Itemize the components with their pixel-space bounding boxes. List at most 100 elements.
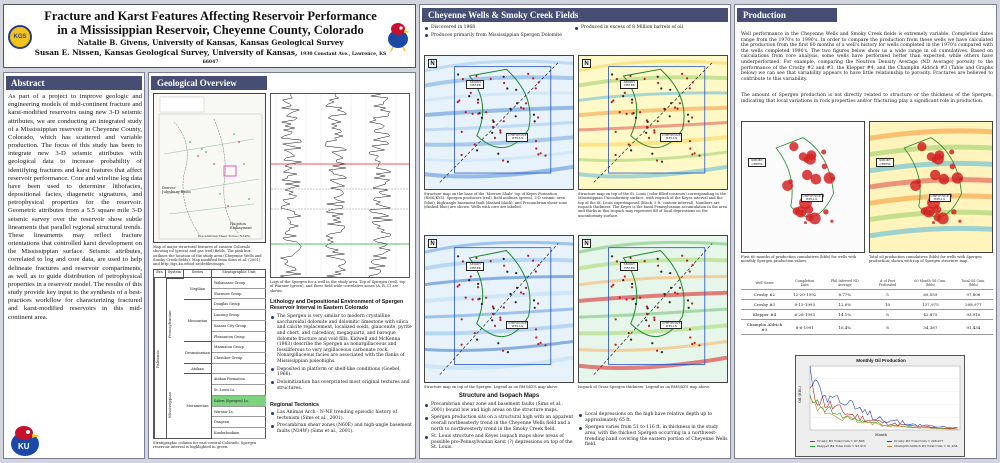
pmap-cheyenne-label: CHEYENNE WELLS <box>800 193 823 203</box>
production-heading: Production <box>737 8 837 22</box>
table-cell: 16.4% <box>821 319 869 335</box>
table-cell: 12.0% <box>821 299 869 310</box>
geo-heading: Geological Overview <box>151 76 267 90</box>
legend-item: Champlin Aldrich #3 Total Cum = 91,434 <box>887 444 960 448</box>
table-header: Well Name <box>741 277 789 290</box>
north-arrow-icon: N <box>582 239 591 248</box>
map2-caption: Structure map on top of the St. Louis (c… <box>578 192 728 218</box>
litho-heading: Lithology and Depositional Environment o… <box>270 299 404 312</box>
m4-cheyenne-label: CHEYENNE WELLS <box>660 320 683 330</box>
chart-title: Monthly Oil Production <box>856 358 906 363</box>
strat-h-series: Series <box>184 270 212 277</box>
m3-smoky-label: SMOKY CREEK <box>466 262 485 271</box>
tectonics-heading: Regional Tectonics <box>270 402 320 408</box>
strat-series: Virgilian <box>184 278 211 300</box>
pmap-smoky-label: SMOKY CREEK <box>876 158 895 167</box>
table-header: Completion Date <box>788 277 822 290</box>
strat-unit: Kinderhookian <box>212 428 266 439</box>
bullet-item: Las Animas Arch - N-NE trending episodic… <box>270 410 412 421</box>
table-cell: 91,434 <box>953 319 993 335</box>
ku-logo: KU <box>7 425 43 457</box>
strat-h-era: Era <box>154 270 166 277</box>
table-cell: 208,977 <box>953 299 993 310</box>
table-cell: Klepper #4 <box>741 309 789 320</box>
m1-cheyenne-label: CHEYENNE WELLS <box>506 133 529 142</box>
strat-unit: Shawnee Group <box>212 289 266 300</box>
strat-h-unit: Stratigraphic Unit <box>222 270 256 274</box>
chart-xlabel: Month <box>875 433 887 437</box>
table-header: 60 Month Oil Cum. (bbls) <box>907 277 954 290</box>
legend-label: Champlin Aldrich #3 Total Cum = 91,434 <box>894 444 958 448</box>
strat-sys-miss: Mississippian <box>166 370 184 439</box>
geo-panel: Geological Overview Denver-Julesburg Bas… <box>148 72 416 459</box>
chart-series-line <box>809 365 958 429</box>
m3-cheyenne-label: CHEYENNE WELLS <box>506 320 529 330</box>
legend1-text: Precambrian Shear Zones (N34W) <box>198 234 251 238</box>
bullet-item: St. Louis structure and Keyes isopach ma… <box>424 434 574 451</box>
tectonics-bullets: Las Animas Arch - N-NE trending episodic… <box>270 410 412 437</box>
table-row: Klepper #4 6-28-1993 14.1% 8 42,875 93,910 <box>741 309 993 320</box>
pmap-smoky-label: SMOKY CREEK <box>748 158 767 167</box>
st-louis-structure-map: N SMOKY CREEK CHEYENNE WELLS <box>578 55 728 190</box>
strat-series-col: Virgilian Missourian Desmoinesian Atokan Mer… <box>184 278 212 439</box>
map1-caption: Structure map on the base of the 'Morrow… <box>424 192 568 209</box>
chart-series-line <box>809 394 958 430</box>
well-log-figure <box>270 93 410 278</box>
strat-unit <box>212 364 266 375</box>
legend-swatch <box>810 445 815 447</box>
ku-text: KU <box>18 442 30 451</box>
table-cell: 5 <box>868 289 908 300</box>
chart-legend: Crosby #2 Total Cum = 97,806 Crosby #3 To… <box>810 439 960 448</box>
strat-series: Meramecian <box>184 374 211 439</box>
author2-text: Susan E. Nissen, Kansas Geological Surve… <box>34 48 298 57</box>
table-row: Crosby #2 12-20-1992 8.77% 5 65,559 97,806 <box>741 289 993 300</box>
spergen-structure-map: N SMOKY CREEK CHEYENNE WELLS <box>424 235 574 383</box>
monthly-oil-chart: Monthly Oil Production Month Oil (BBL) C… <box>795 355 965 457</box>
bullet-item: Precambrian shear zones (N60E) and high-… <box>270 423 412 434</box>
table-cell: Crosby #3 <box>741 299 789 310</box>
strat-unit: Douglas Group <box>212 299 266 311</box>
fields-bullets: Discovered in 1968 Produced in excess of … <box>424 25 724 40</box>
production-para1: Well performance in the Cheyenne Wells a… <box>741 32 993 82</box>
production-panel: Production Well performance in the Cheye… <box>734 4 997 459</box>
table-cell: 10 <box>868 299 908 310</box>
strat-unit: Warsaw Ls. <box>212 407 266 418</box>
strat-header-row: Era System Series Stratigraphic Unit <box>154 270 266 278</box>
strat-unit: Kansas City Group <box>212 321 266 332</box>
basin-label: Denver-Julesburg Basin <box>162 186 191 195</box>
north-arrow-icon: N <box>428 59 437 68</box>
rms-kys-structure-map: N SMOKY CREEK CHEYENNE WELLS <box>424 55 574 190</box>
north-arrow-icon: N <box>582 59 591 68</box>
spergen-isopach-map: N SMOKY CREEK CHEYENNE WELLS <box>578 235 728 383</box>
total-cum-bubble-map: SMOKY CREEK CHEYENNE WELLS <box>869 121 993 253</box>
pmap1-caption: First 60 months of production cumulative… <box>741 255 857 264</box>
legend-label: Crosby #2 Total Cum = 97,806 <box>817 439 865 443</box>
table-cell: 93,910 <box>953 309 993 320</box>
strat-column: Era System Series Stratigraphic Unit Pal… <box>153 269 266 439</box>
table-cell: 34,387 <box>907 319 954 335</box>
bullet-item: Discovered in 1968 <box>424 25 574 31</box>
strat-caption: Stratigraphic column for east-central Co… <box>153 441 257 450</box>
regional-structure-map: Denver-Julesburg Basin Hugoton Embayment… <box>153 93 266 243</box>
chart-ylabel: Oil (BBL) <box>798 386 802 403</box>
table-row: Crosby #3 8-15-1993 12.0% 10 137,975 208,977 <box>741 299 993 310</box>
pmap2-caption: Total oil production cumulatives (bbls) … <box>869 255 982 264</box>
litho-bullets: The Spergen is very similar to modern cr… <box>270 314 412 393</box>
author-line1: Natalie B. Givens, University of Kansas,… <box>77 38 344 47</box>
poster-title-line1: Fracture and Karst Features Affecting Re… <box>44 9 377 23</box>
bullet-item: Produced in excess of 8 Million barrels … <box>574 25 724 31</box>
map-legend-1: Precambrian Shear Zones (N34W) <box>198 234 265 239</box>
legend-swatch <box>810 440 815 442</box>
legend-item: Klepper #4 Total Cum = 93,910 <box>810 444 883 448</box>
table-header: # of Feet Perforated <box>868 277 908 290</box>
fields-heading: Cheyenne Wells & Smoky Creek Fields <box>422 8 728 22</box>
well-log-caption: Logs of the Spergen for a well in the st… <box>270 280 406 293</box>
bullet-item: Spergen varies from 51 to 116 ft. in thi… <box>578 425 728 448</box>
table-cell: 8-6-1991 <box>788 319 822 335</box>
chart-series-line <box>809 396 958 430</box>
table-cell: Crosby #2 <box>741 289 789 300</box>
strat-unit: Wabaunsee Group <box>212 278 266 289</box>
table-cell: 8.77% <box>821 289 869 300</box>
table-row: Champlin Aldrich #3 8-6-1991 16.4% 8 34,387 9… <box>741 319 993 335</box>
strat-series: Missourian <box>184 300 211 342</box>
